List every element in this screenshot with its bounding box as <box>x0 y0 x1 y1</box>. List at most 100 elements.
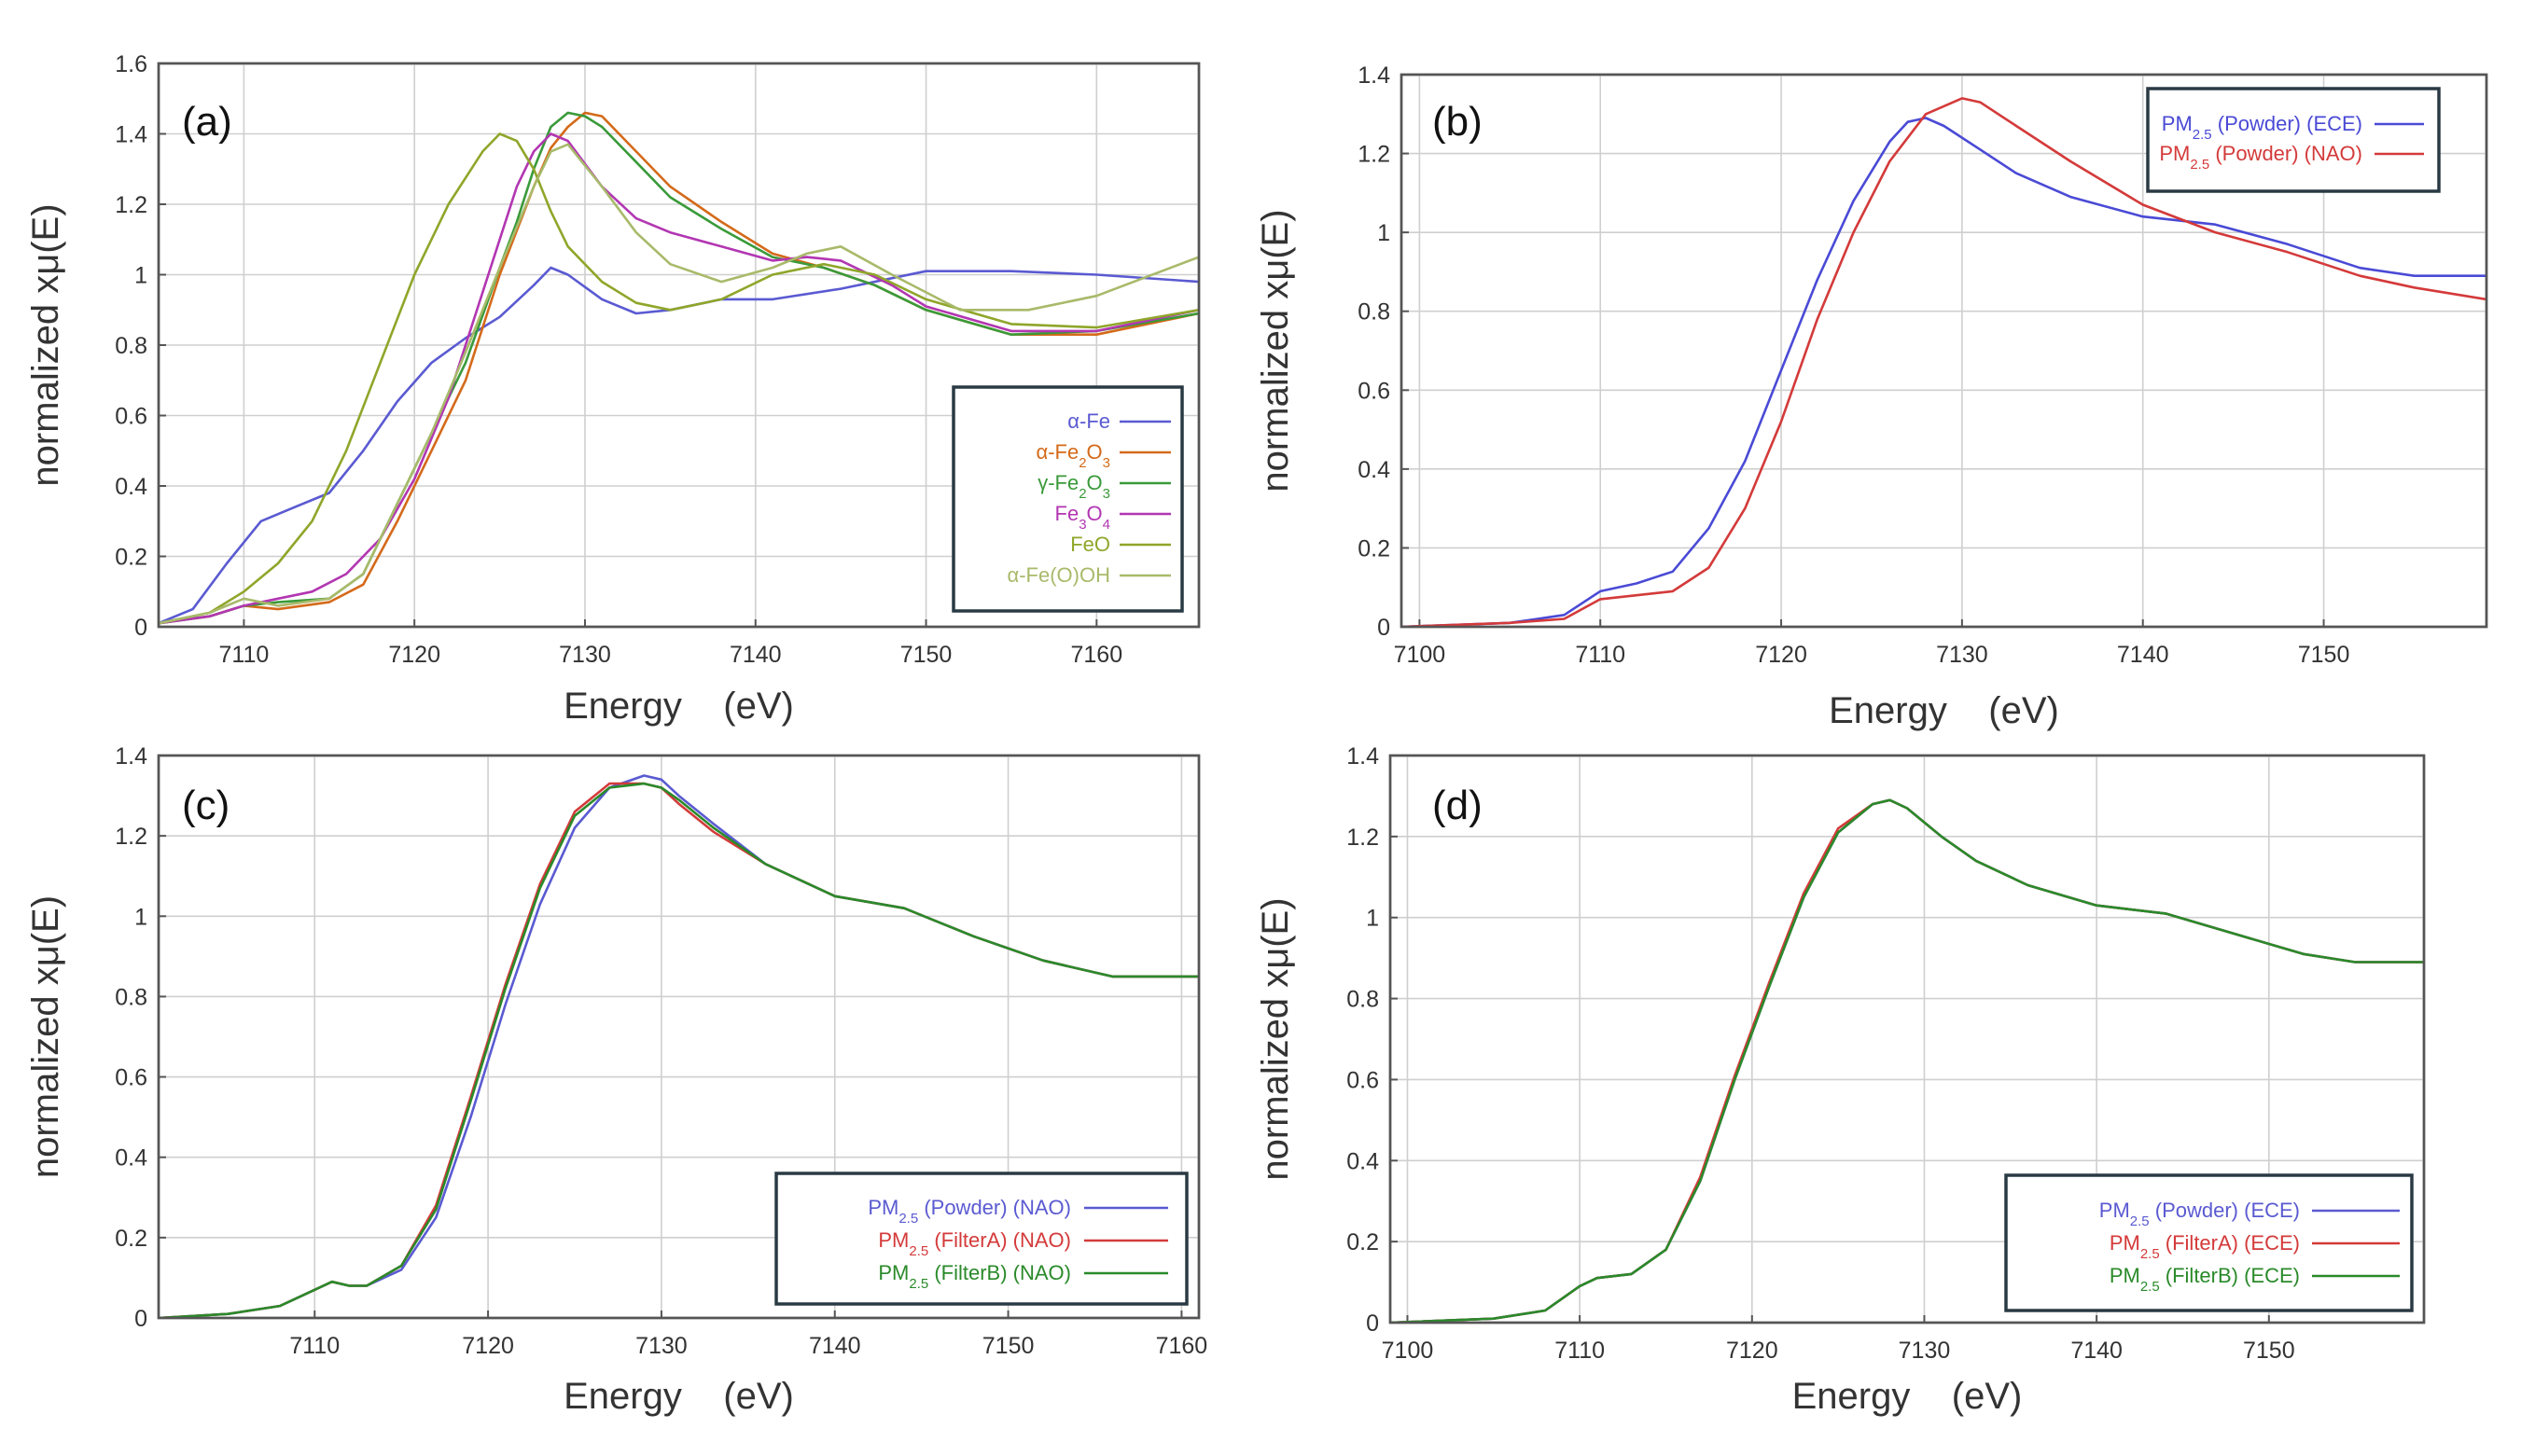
legend-box <box>2146 87 2441 193</box>
y-tick-label: 0.6 <box>115 404 147 430</box>
legend-entry-label: γ-Fe2O3 <box>1038 471 1110 502</box>
y-tick-label: 0 <box>134 615 147 641</box>
y-axis-label: normalized xμ(E) <box>25 895 66 1178</box>
x-tick-label: 7130 <box>1936 642 1988 668</box>
y-tick-label: 0.2 <box>1358 535 1390 562</box>
y-tick-label: 0 <box>1377 615 1390 641</box>
legend-entry-label: α-Fe2O3 <box>1036 440 1110 471</box>
y-tick-label: 0.4 <box>115 1145 147 1172</box>
y-axis-label: normalized xμ(E) <box>1255 209 1296 492</box>
plot-frame <box>157 754 1201 1320</box>
series-line-3 <box>159 782 1199 1318</box>
legend-entry-label: PM2.5 (Powder) (ECE) <box>2099 1199 2300 1229</box>
panel-label: (b) <box>1432 99 1483 145</box>
legend-entry-label: PM2.5 (FilterB) (NAO) <box>878 1261 1071 1292</box>
y-tick-label: 0.8 <box>1358 299 1390 326</box>
panel-label: (c) <box>182 783 230 828</box>
plot-frame <box>1388 754 2426 1324</box>
plot-frame <box>157 62 1201 629</box>
x-tick-label: 7120 <box>1755 642 1807 668</box>
legend-box <box>952 385 1184 613</box>
y-tick-label: 0.2 <box>1346 1229 1379 1255</box>
x-tick-label: 7120 <box>1726 1338 1778 1364</box>
legend-entry-label: α-Fe(O)OH <box>1008 563 1110 587</box>
y-tick-label: 1.2 <box>1346 825 1379 851</box>
x-axis-label: Energy (eV) <box>564 1376 794 1417</box>
x-tick-label: 7110 <box>219 642 270 668</box>
legend: PM2.5 (Powder) (NAO)PM2.5 (FilterA) (NAO… <box>774 1172 1189 1306</box>
x-tick-label: 7120 <box>462 1333 514 1359</box>
series-line-1 <box>1401 117 2486 627</box>
x-tick-label: 7140 <box>809 1333 861 1359</box>
series-line-5 <box>159 132 1199 625</box>
x-tick-label: 7150 <box>900 642 953 668</box>
x-tick-label: 7160 <box>1071 642 1123 668</box>
y-tick-label: 1 <box>134 904 147 930</box>
x-tick-label: 7150 <box>2243 1338 2295 1364</box>
x-tick-label: 7130 <box>1899 1338 1951 1364</box>
x-tick-label: 7120 <box>388 642 440 668</box>
y-tick-label: 0.8 <box>1346 987 1379 1013</box>
y-tick-label: 1 <box>1366 906 1379 932</box>
y-tick-label: 1 <box>134 263 147 289</box>
panel-label: (a) <box>182 99 232 145</box>
panel-c: 7110 7120 7130 7140 7150 7160 0 0.2 0.4 0.6 0.8 1 1.… <box>25 743 1207 1417</box>
x-tick-label: 7100 <box>1394 642 1446 668</box>
y-tick-label: 0.4 <box>1346 1148 1379 1174</box>
y-tick-label: 1.4 <box>115 122 147 148</box>
x-axis-label: Energy (eV) <box>564 686 794 727</box>
y-tick-label: 0.2 <box>115 1226 147 1252</box>
legend-entry-label: PM2.5 (FilterA) (ECE) <box>2110 1231 2300 1262</box>
y-tick-label: 1.4 <box>1358 62 1390 89</box>
y-tick-label: 0.6 <box>1358 378 1390 404</box>
series-line-4 <box>159 132 1199 625</box>
y-tick-label: 0.8 <box>115 984 147 1010</box>
y-tick-label: 1.2 <box>115 824 147 850</box>
y-axis-label: normalized xμ(E) <box>1255 897 1296 1180</box>
series-line-6 <box>159 143 1199 625</box>
panel-b: 7100 7110 7120 7130 7140 7150 0 0.2 0.4 0.6 0.8 1 1.… <box>1255 62 2488 731</box>
x-tick-label: 7140 <box>2117 642 2169 668</box>
y-tick-label: 0 <box>134 1306 147 1332</box>
legend-box <box>774 1172 1189 1306</box>
y-tick-label: 0.8 <box>115 333 147 359</box>
y-tick-label: 1.6 <box>115 51 147 77</box>
legend-entry-label: α-Fe <box>1067 409 1110 433</box>
x-tick-label: 7140 <box>730 642 782 668</box>
legend: PM2.5 (Powder) (ECE)PM2.5 (FilterA) (ECE… <box>2004 1173 2414 1312</box>
x-tick-label: 7110 <box>1575 642 1625 668</box>
x-tick-label: 7130 <box>559 642 611 668</box>
series-line-3 <box>1390 798 2424 1323</box>
x-tick-label: 7100 <box>1382 1338 1434 1364</box>
y-tick-label: 0.6 <box>115 1065 147 1091</box>
x-tick-label: 7140 <box>2070 1338 2123 1364</box>
y-tick-label: 1 <box>1377 220 1390 246</box>
legend: PM2.5 (Powder) (ECE)PM2.5 (Powder) (NAO) <box>2146 87 2441 193</box>
x-axis-label: Energy (eV) <box>1829 690 2059 731</box>
y-tick-label: 0.6 <box>1346 1067 1379 1093</box>
y-tick-label: 0.2 <box>115 545 147 571</box>
x-tick-label: 7160 <box>1156 1333 1208 1359</box>
panel-d: 7100 7110 7120 7130 7140 7150 0 0.2 0.4 0.6 0.8 1 1.… <box>1255 743 2426 1417</box>
y-tick-label: 1.4 <box>115 743 147 770</box>
x-axis-label: Energy (eV) <box>1792 1376 2023 1417</box>
legend-entry-label: PM2.5 (FilterA) (NAO) <box>878 1228 1071 1259</box>
panel-label: (d) <box>1432 783 1483 828</box>
x-tick-label: 7150 <box>982 1333 1035 1359</box>
panel-a: 7110 7120 7130 7140 7150 7160 0 0.2 0.4 0.6 0.8 1 1.… <box>25 51 1201 727</box>
y-tick-label: 1.4 <box>1346 743 1379 770</box>
y-tick-label: 1.2 <box>1358 142 1390 168</box>
y-tick-label: 1.2 <box>115 192 147 218</box>
x-tick-label: 7110 <box>1554 1338 1605 1364</box>
legend-entry-label: PM2.5 (Powder) (ECE) <box>2162 112 2362 143</box>
plot-frame <box>1400 73 2488 629</box>
legend-entry-label: PM2.5 (Powder) (NAO) <box>868 1196 1071 1227</box>
x-tick-label: 7130 <box>635 1333 688 1359</box>
y-tick-label: 0 <box>1366 1310 1379 1337</box>
legend-entry-label: PM2.5 (FilterB) (ECE) <box>2110 1264 2300 1295</box>
legend-entry-label: PM2.5 (Powder) (NAO) <box>2159 142 2362 173</box>
y-tick-label: 0.4 <box>1358 457 1390 483</box>
x-tick-label: 7110 <box>289 1333 340 1359</box>
